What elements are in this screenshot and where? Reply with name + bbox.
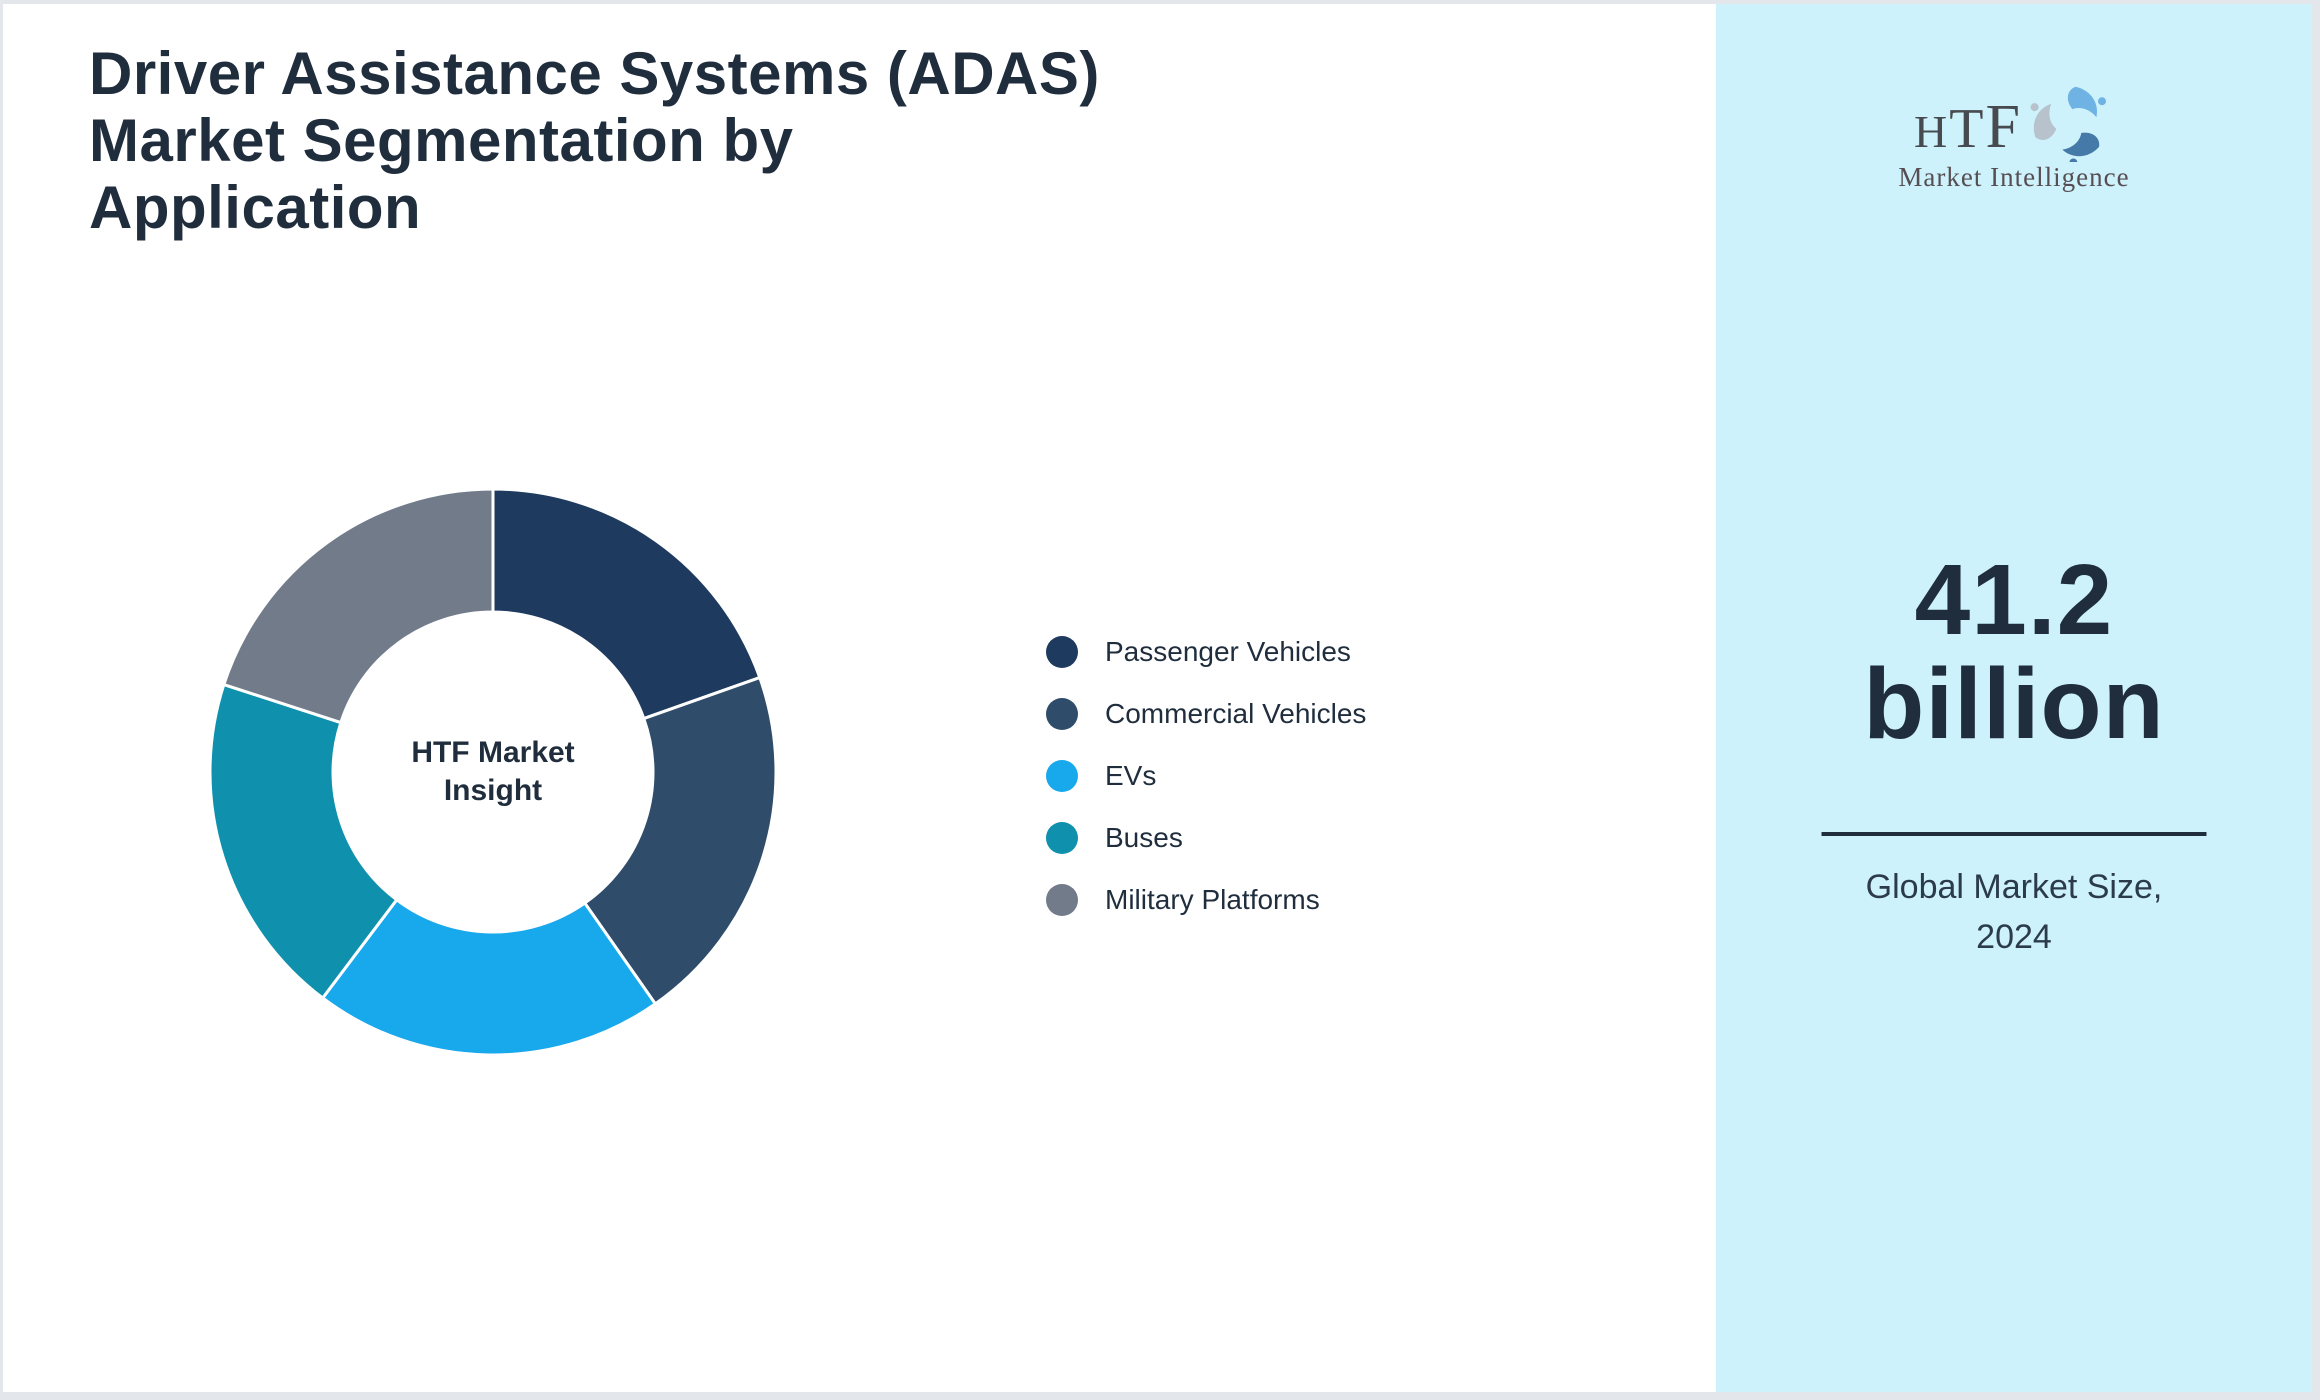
page-title-line: Driver Assistance Systems (ADAS)	[89, 40, 1100, 107]
legend-swatch	[1046, 884, 1078, 916]
page-title-line: Market Segmentation by	[89, 107, 794, 174]
market-size-caption-line: Global Market Size,	[1865, 868, 2163, 906]
legend-item: Passenger Vehicles	[1046, 636, 1366, 668]
market-size-number: 41.2	[1914, 544, 2114, 656]
page-title-line: Application	[89, 174, 422, 241]
legend-label: Commercial Vehicles	[1105, 698, 1367, 729]
chart-legend: Passenger Vehicles Commercial Vehicles EVs…	[1046, 636, 1366, 916]
page-title: Driver Assistance Systems (ADAS) Market …	[89, 40, 1189, 241]
legend-label: Military Platforms	[1105, 884, 1320, 915]
donut-slice	[221, 487, 495, 725]
htf-logo-letter: T	[1949, 98, 1986, 160]
three-dolphins-swirl-icon	[2030, 86, 2106, 162]
legend-label: Passenger Vehicles	[1105, 636, 1351, 667]
htf-logo-subtext: Market Intelligence	[1898, 162, 2130, 192]
stat-divider	[1821, 832, 2207, 836]
market-size-caption: Global Market Size, 2024	[1716, 862, 2312, 962]
legend-swatch	[1046, 636, 1078, 668]
donut-slice	[208, 682, 399, 1001]
legend-item: EVs	[1046, 760, 1366, 792]
htf-logo-letter: H	[1914, 106, 1950, 157]
htf-logo-letter: F	[1985, 93, 2022, 161]
donut-slice	[582, 675, 778, 1006]
htf-logo-row: HTF	[1914, 82, 2114, 162]
market-size-value: 41.2 billion	[1716, 548, 2312, 756]
htf-logo: HTF Market Intelligence	[1716, 82, 2312, 193]
market-size-unit: billion	[1863, 648, 2165, 760]
donut-chart	[208, 487, 778, 1057]
market-size-caption-line: 2024	[1976, 918, 2052, 956]
legend-item: Military Platforms	[1046, 884, 1366, 916]
donut-slice	[320, 897, 658, 1057]
legend-item: Commercial Vehicles	[1046, 698, 1366, 730]
donut-svg	[208, 487, 778, 1057]
legend-swatch	[1046, 698, 1078, 730]
legend-swatch	[1046, 822, 1078, 854]
legend-swatch	[1046, 760, 1078, 792]
sidebar-panel: HTF Market Intelligence	[1716, 4, 2312, 1392]
legend-item: Buses	[1046, 822, 1366, 854]
legend-label: Buses	[1105, 822, 1183, 853]
htf-logo-text: HTF	[1914, 96, 2022, 158]
legend-label: EVs	[1105, 760, 1157, 791]
donut-slice	[491, 487, 762, 721]
